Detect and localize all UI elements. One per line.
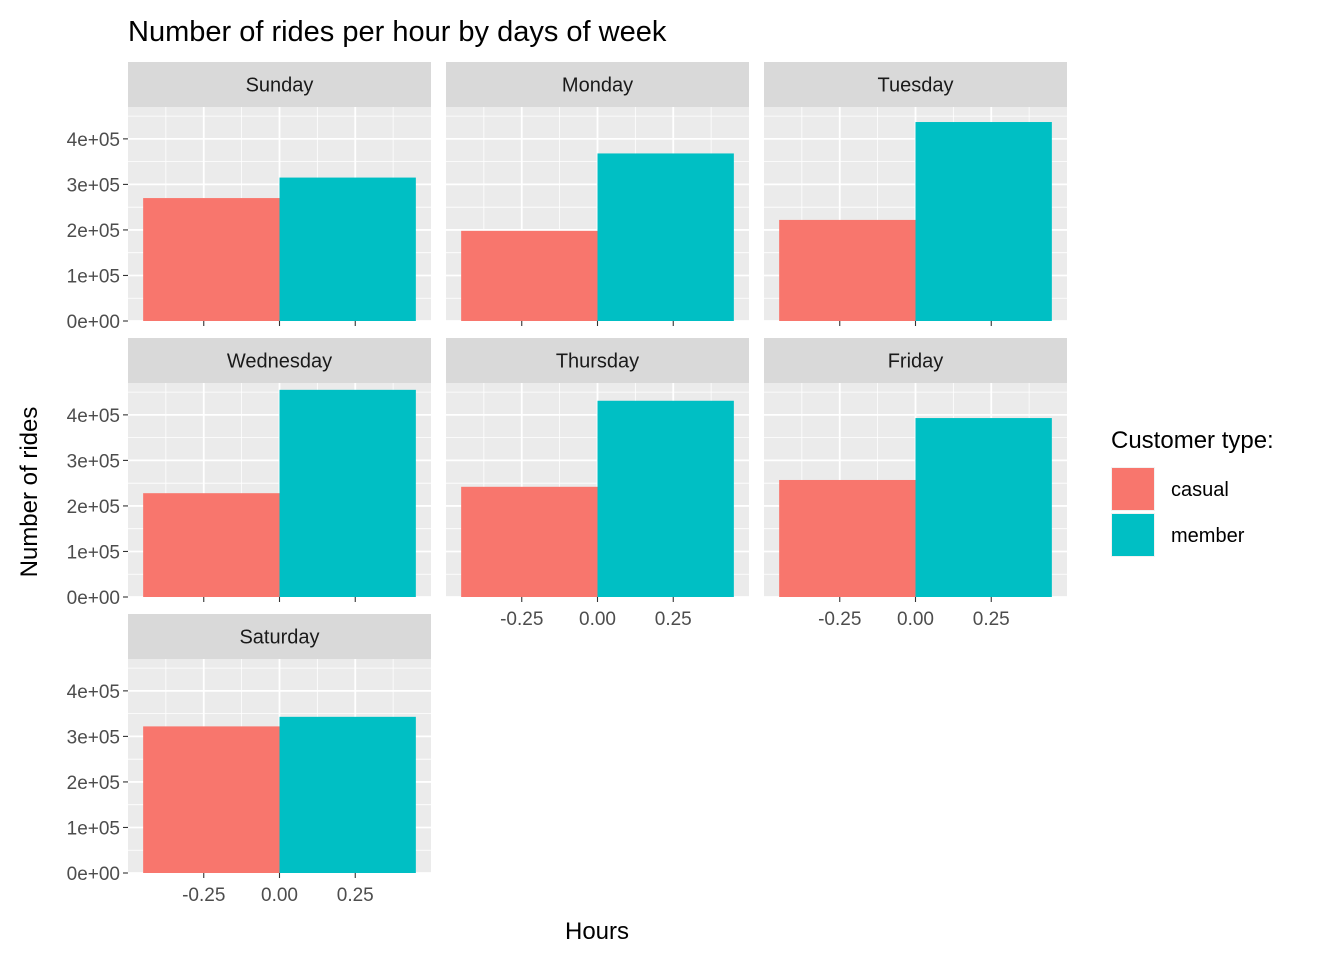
x-tick-label: -0.25 — [500, 609, 543, 630]
x-tick-label: 0.00 — [261, 885, 298, 906]
legend-items: casual member — [1111, 467, 1245, 557]
bar-member-monday — [597, 153, 734, 321]
facet-strip-label: Monday — [562, 75, 633, 97]
x-tick-label: 0.25 — [655, 609, 692, 630]
x-tick-label: -0.25 — [818, 609, 861, 630]
facet-friday: Friday -0.25 0.00 0.25 — [764, 338, 1067, 630]
y-tick-label: 3e+05 — [67, 727, 120, 748]
facet-strip — [764, 338, 1067, 383]
facet-strip-label: Tuesday — [878, 75, 954, 97]
legend-swatch-casual — [1112, 468, 1154, 510]
x-tick-label: 0.25 — [973, 609, 1010, 630]
legend: Customer type: casual member — [1111, 427, 1274, 557]
y-tick-label: 4e+05 — [67, 406, 120, 427]
bar-member-thursday — [597, 400, 734, 597]
bar-member-sunday — [279, 177, 416, 321]
facet-strip — [446, 338, 749, 383]
x-axis-title: Hours — [565, 918, 629, 945]
bar-member-friday — [915, 418, 1052, 597]
y-tick-label: 3e+05 — [67, 175, 120, 196]
y-tick-label: 2e+05 — [67, 497, 120, 518]
bar-casual-thursday — [461, 486, 598, 597]
bar-member-saturday — [279, 716, 416, 873]
legend-title: Customer type: — [1111, 427, 1274, 454]
facet-strip — [128, 62, 431, 107]
bar-casual-saturday — [143, 726, 280, 873]
facet-strip-label: Sunday — [246, 75, 314, 97]
chart-title: Number of rides per hour by days of week — [128, 16, 667, 48]
y-tick-label: 2e+05 — [67, 773, 120, 794]
legend-label-casual: casual — [1171, 479, 1229, 501]
facet-strip-label: Thursday — [556, 351, 639, 373]
bar-casual-monday — [461, 230, 598, 321]
facet-strip — [128, 338, 431, 383]
bar-casual-friday — [779, 479, 916, 597]
facet-strip — [128, 614, 431, 659]
facet-panels: Sunday 0e+00 1e+05 2e+05 3e+05 4e+05 Monday Tue… — [67, 62, 1067, 906]
legend-label-member: member — [1171, 525, 1245, 547]
y-tick-label: 4e+05 — [67, 682, 120, 703]
facet-strip-label: Saturday — [239, 627, 319, 649]
facet-saturday: Saturday 0e+00 1e+05 2e+05 3e+05 4e+05 -0.25 0.… — [67, 614, 431, 906]
facet-thursday: Thursday -0.25 0.00 0.25 — [446, 338, 749, 630]
y-tick-label: 0e+00 — [67, 864, 120, 885]
facet-strip — [446, 62, 749, 107]
facet-strip — [764, 62, 1067, 107]
legend-swatch-member — [1112, 514, 1154, 556]
legend-item-member: member — [1111, 513, 1245, 557]
bar-member-tuesday — [915, 122, 1052, 321]
y-tick-label: 3e+05 — [67, 451, 120, 472]
facet-monday: Monday — [446, 62, 749, 326]
x-tick-label: -0.25 — [182, 885, 225, 906]
y-tick-label: 1e+05 — [67, 266, 120, 287]
bar-member-wednesday — [279, 389, 416, 597]
y-tick-label: 4e+05 — [67, 130, 120, 151]
bar-casual-sunday — [143, 198, 280, 321]
facet-tuesday: Tuesday — [764, 62, 1067, 326]
y-tick-label: 0e+00 — [67, 588, 120, 609]
y-tick-label: 1e+05 — [67, 542, 120, 563]
y-tick-label: 1e+05 — [67, 818, 120, 839]
x-tick-label: 0.00 — [579, 609, 616, 630]
bar-casual-tuesday — [779, 219, 916, 321]
x-tick-label: 0.25 — [337, 885, 374, 906]
facet-strip-label: Friday — [888, 351, 944, 373]
x-tick-label: 0.00 — [897, 609, 934, 630]
facet-strip-label: Wednesday — [227, 351, 332, 373]
facet-sunday: Sunday 0e+00 1e+05 2e+05 3e+05 4e+05 — [67, 62, 431, 333]
y-tick-label: 0e+00 — [67, 312, 120, 333]
y-axis-title: Number of rides — [16, 407, 43, 578]
y-tick-label: 2e+05 — [67, 221, 120, 242]
bar-casual-wednesday — [143, 493, 280, 597]
legend-item-casual: casual — [1111, 467, 1229, 511]
facet-wednesday: Wednesday 0e+00 1e+05 2e+05 3e+05 4e+05 — [67, 338, 431, 609]
